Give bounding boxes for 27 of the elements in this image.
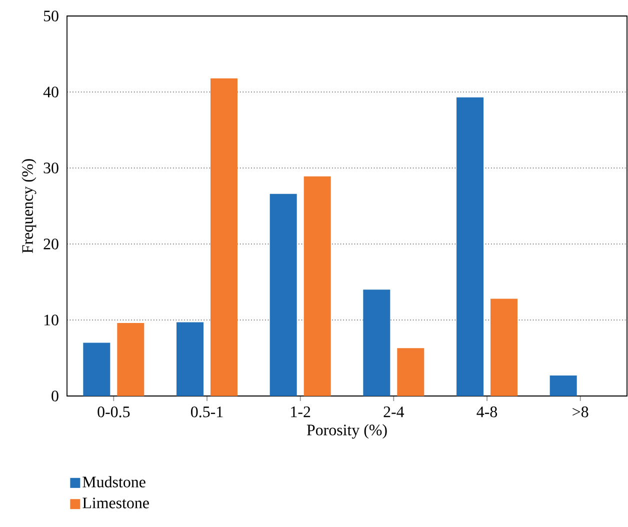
bar <box>176 322 204 396</box>
bar <box>363 290 390 396</box>
y-tick-label: 30 <box>44 162 58 174</box>
bar <box>397 348 424 396</box>
bar <box>304 176 331 396</box>
x-tick-label: 1-2 <box>291 406 310 418</box>
bar <box>210 78 238 396</box>
x-tick-label: 4-8 <box>476 406 498 418</box>
x-tick-label: 2-4 <box>384 406 404 418</box>
x-tick-label: >8 <box>572 406 588 418</box>
bar <box>117 323 144 396</box>
y-tick-label: 50 <box>44 10 58 22</box>
y-tick-label: 10 <box>44 314 58 326</box>
bar <box>550 375 577 396</box>
bar <box>270 194 297 396</box>
bar <box>490 298 518 396</box>
y-tick-label: 20 <box>44 238 58 250</box>
y-tick-label: 40 <box>43 86 58 98</box>
x-tick-label: 0-0.5 <box>98 406 130 418</box>
bar <box>456 97 484 396</box>
y-axis-title: Frequency (%) <box>22 159 36 254</box>
legend-label: Mudstone <box>82 476 146 488</box>
bar <box>83 342 110 396</box>
x-axis-title: Porosity (%) <box>306 424 387 439</box>
legend-label: Limestone <box>82 498 149 508</box>
x-tick-label: 0.5-1 <box>191 406 223 418</box>
y-tick-label: 0 <box>52 390 58 402</box>
